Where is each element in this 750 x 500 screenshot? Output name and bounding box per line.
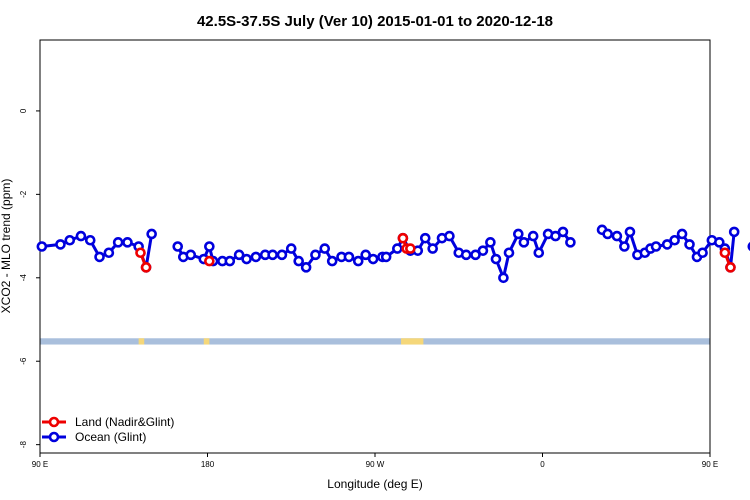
ocean-glint-point [669,234,680,246]
ocean-glint-line [41,233,154,274]
ocean-glint-point [204,241,215,252]
ocean-glint-point [513,228,524,240]
land-band-segment [203,338,210,345]
ocean-glint-point [36,241,48,252]
ocean-glint-point [293,255,304,267]
ocean-glint-point [185,249,197,261]
ocean-glint-point [300,262,312,273]
y-tick-label: -4 [19,274,28,282]
ocean-glint-point [650,241,662,252]
y-axis: 0 -2 -4 -6 -8 [19,108,40,448]
ocean-glint-point [285,243,297,254]
ocean-glint-point [233,249,245,261]
ocean-glint-point [527,230,539,242]
land-nadir-glint-point [135,247,146,259]
y-tick-label: -8 [19,441,28,449]
ocean-glint-point [250,251,262,263]
land-nadir-glint-point [719,247,731,259]
ocean-glint-point [380,251,392,263]
series-layer [36,224,750,284]
x-tick-label: 180 [201,460,215,469]
ocean-glint-point [444,230,455,242]
x-tick-label: 90 W [366,460,385,469]
ocean-glint-point [611,230,623,242]
y-tick-label: -6 [19,357,28,365]
surface-type-band [40,338,710,345]
ocean-glint-point [319,243,331,254]
ocean-glint-point [310,249,321,261]
x-axis: 90 E 180 90 W 0 90 E [32,453,718,469]
ocean-glint-point [55,239,66,250]
ocean-glint-point [533,247,545,259]
ocean-glint-point [352,255,364,267]
ocean-glint-point [661,239,673,250]
ocean-glint-point [697,247,708,259]
ocean-glint-point [367,253,379,265]
ocean-glint-point [419,232,431,244]
ocean-glint-point [392,243,403,254]
chart-title: 42.5S-37.5S July (Ver 10) 2015-01-01 to … [197,13,553,30]
x-tick-label: 90 E [32,460,48,469]
land-nadir-glint-point [140,262,152,273]
y-axis-label: XCO2 - MLO trend (ppm) [0,179,13,314]
land-nadir-glint-point [725,262,736,273]
legend: Land (Nadir&Glint)Ocean (Glint) [42,415,174,444]
ocean-glint-point [122,237,133,248]
ocean-glint-point [518,237,530,248]
ocean-glint-point [460,249,472,261]
ocean-glint-point [470,249,481,261]
ocean-glint-point [490,253,502,265]
ocean-glint-point [550,230,561,242]
ocean-glint-point [684,239,695,250]
legend-ocean-glint-label: Ocean (Glint) [75,430,146,444]
ocean-glint-point [75,230,87,242]
land-nadir-glint-point [397,232,409,244]
ocean-glint-point [267,249,278,261]
ocean-glint-point [276,249,288,261]
ocean-glint-point [112,237,124,248]
ocean-glint-point [64,234,76,246]
land-nadir-glint-point [405,243,416,254]
ocean-glint-point [728,226,740,238]
ocean-glint-point [343,251,355,263]
ocean-glint-point [103,247,115,259]
ocean-glint-point [503,247,515,259]
ocean-glint-point [84,234,96,246]
ocean-glint-point [360,249,371,261]
land-nadir-glint-point [204,255,215,267]
ocean-glint-point [485,237,496,248]
ocean-glint-point [326,255,338,267]
ocean-glint-point [602,228,613,240]
x-axis-label: Longitude (deg E) [327,477,422,491]
x-tick-label: 0 [540,460,545,469]
land-band-segment [401,338,424,345]
ocean-glint-point [565,237,576,248]
ocean-glint-point [146,228,157,240]
ocean-glint-point [714,237,725,248]
ocean-glint-point [676,228,688,240]
legend-land-nadir-glint-marker [48,416,60,428]
ocean-band [40,338,710,345]
ocean-glint-point [477,245,489,256]
legend-land-nadir-glint-label: Land (Nadir&Glint) [75,415,174,429]
ocean-glint-point [619,241,630,252]
x-tick-label: 90 E [702,460,718,469]
ocean-glint-point [172,241,184,252]
legend-ocean-glint-marker [48,431,60,443]
ocean-glint-point [94,251,105,263]
y-tick-label: 0 [19,108,28,113]
ocean-glint-point [557,226,569,238]
ocean-glint-point [241,253,252,265]
ocean-glint-point [224,255,236,267]
y-tick-label: -2 [19,190,28,198]
ocean-glint-point [498,272,509,284]
land-band-segment [138,338,145,345]
ocean-glint-point [427,243,438,254]
ocean-glint-point [624,226,636,238]
